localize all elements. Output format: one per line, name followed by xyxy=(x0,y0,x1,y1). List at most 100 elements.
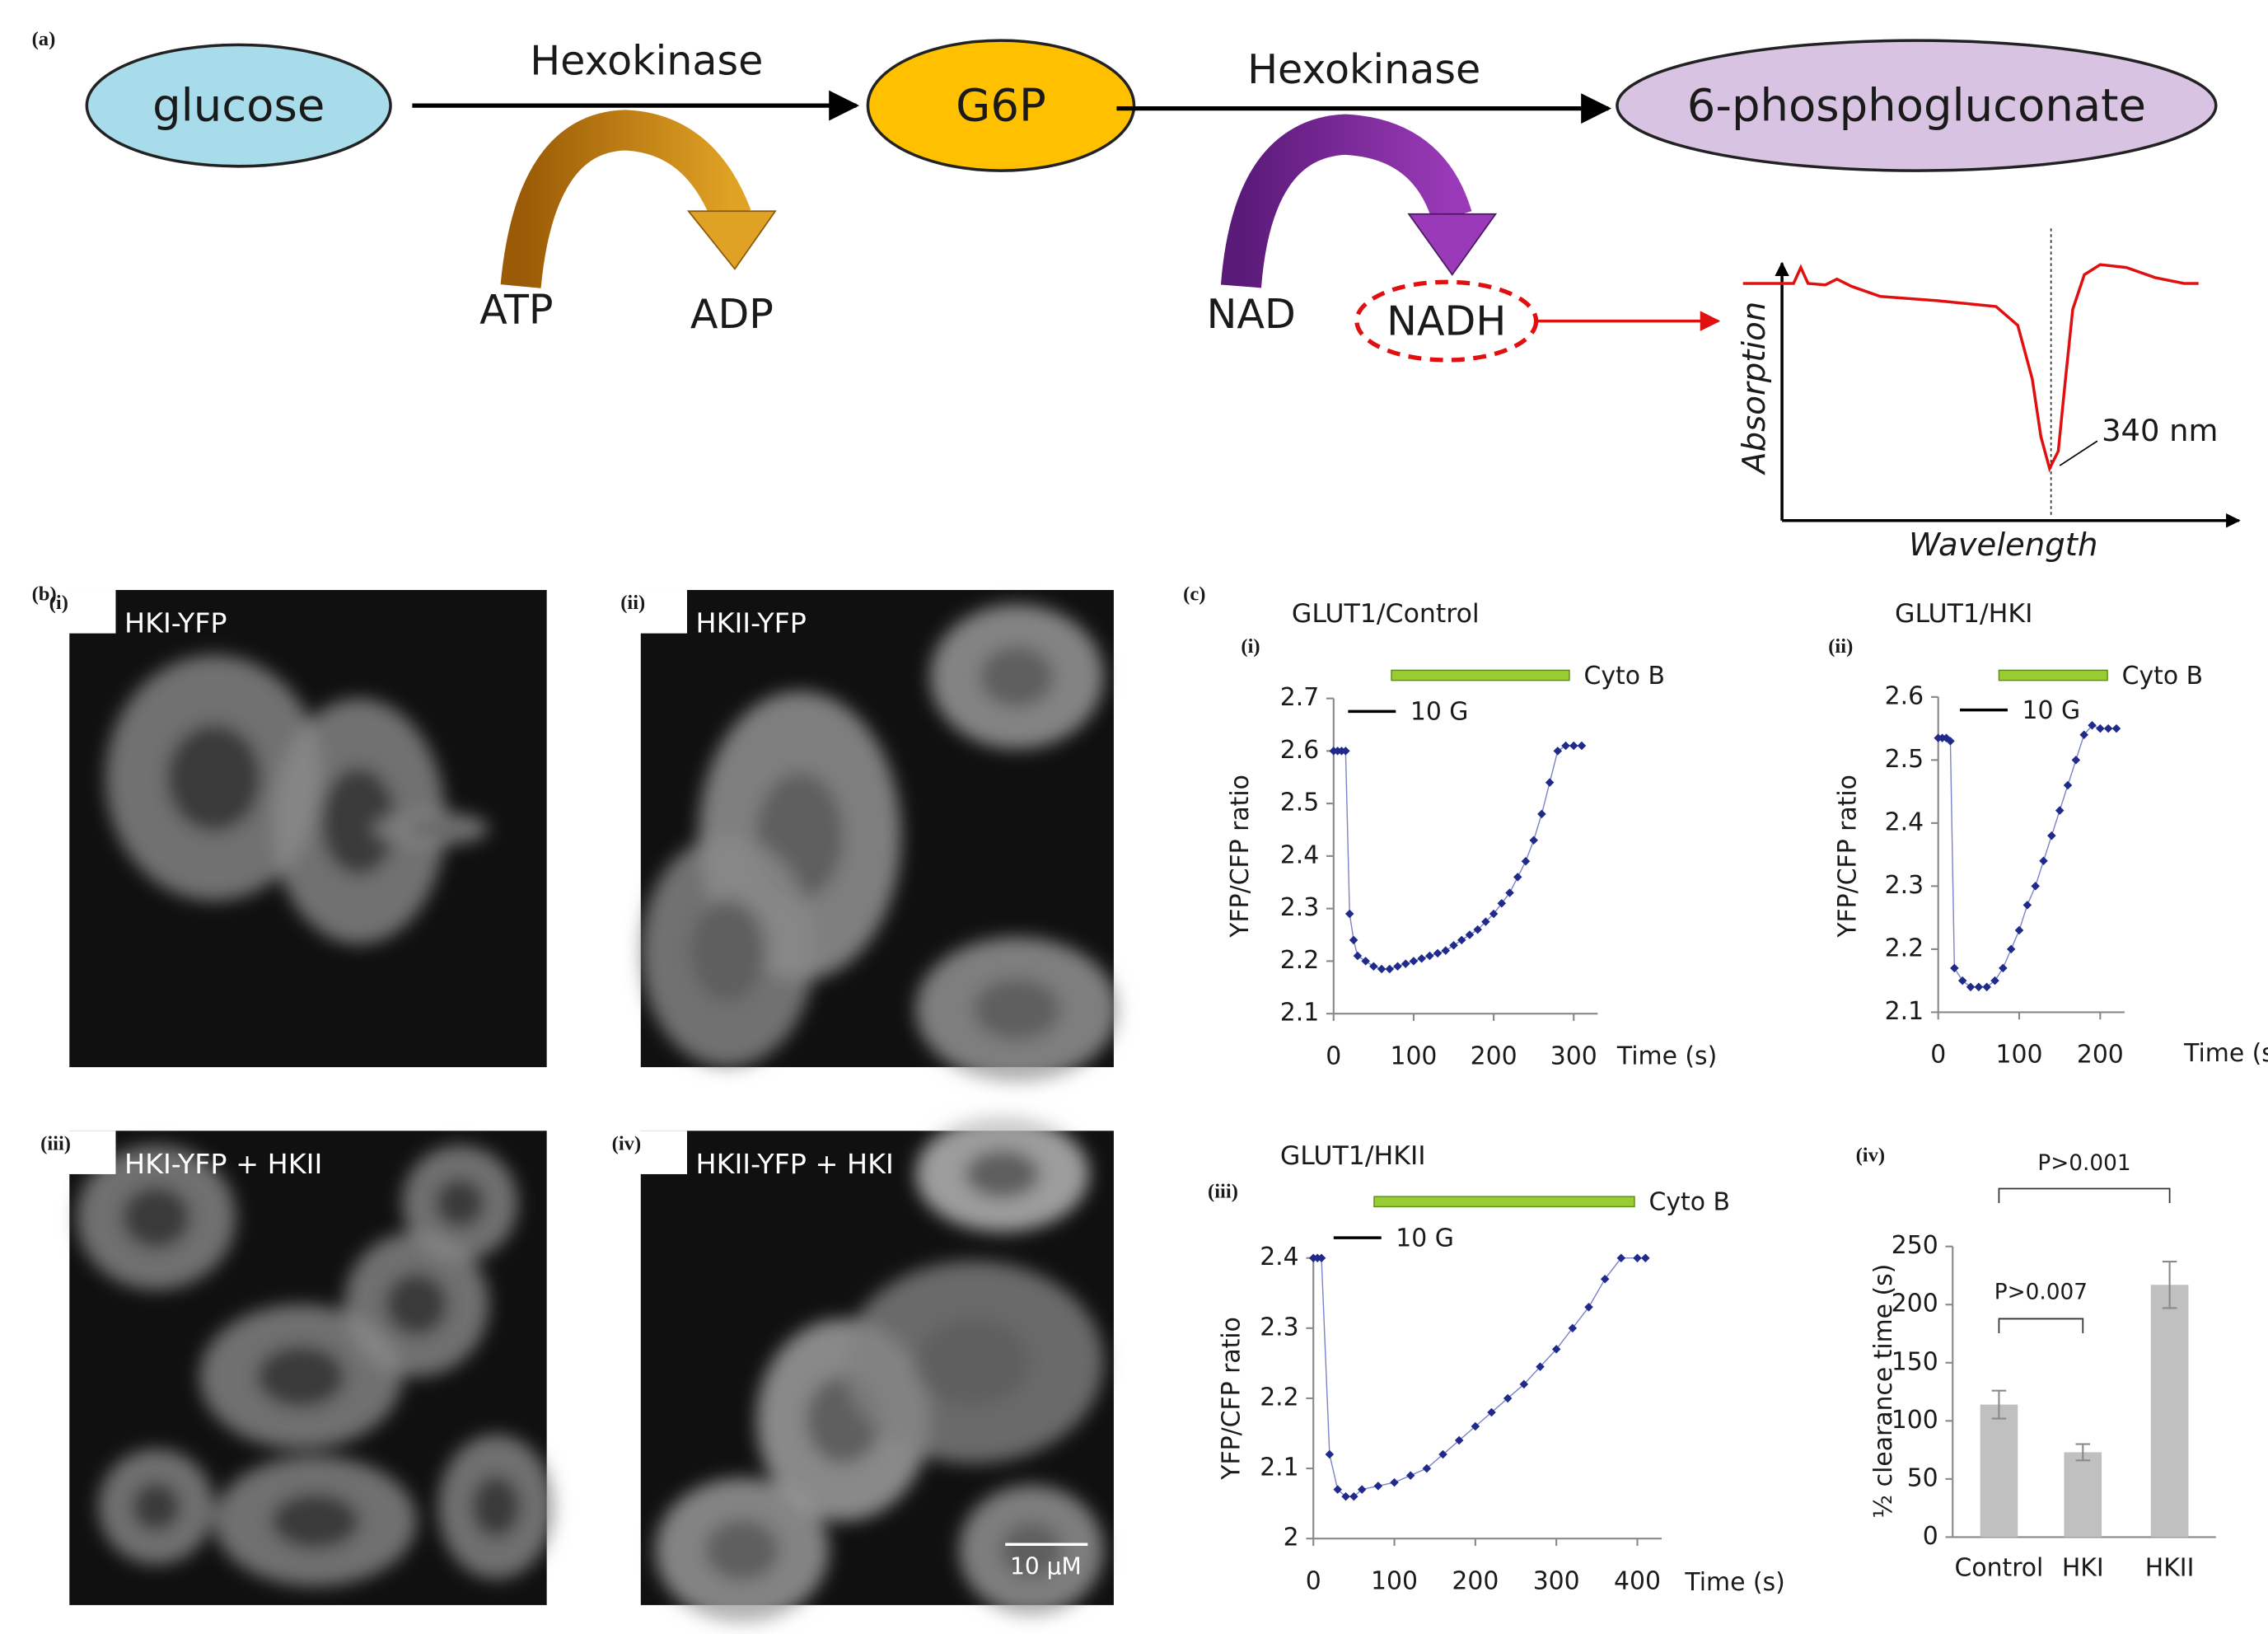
data-point xyxy=(1577,741,1587,751)
y-axis-label: YFP/CFP ratio xyxy=(1217,1317,1246,1481)
nucleus xyxy=(970,976,1063,1042)
data-point xyxy=(2071,756,2081,765)
nucleus xyxy=(130,1480,183,1533)
nucleus xyxy=(998,1520,1064,1580)
cells xyxy=(655,1116,1104,1622)
data-point xyxy=(1409,957,1419,966)
data-point xyxy=(1341,747,1350,756)
y-tick-label: 2.1 xyxy=(1260,1454,1298,1482)
significance-label: P>0.001 xyxy=(2037,1151,2130,1176)
node xyxy=(1616,39,2218,172)
x-tick-label: 100 xyxy=(1390,1042,1437,1070)
image-caption: HKI-YFP + HKII xyxy=(124,1148,322,1180)
annotation: Cyto B xyxy=(2122,662,2203,691)
y-tick-label: 2 xyxy=(1284,1524,1299,1552)
data-point xyxy=(2031,882,2040,891)
node-label: G6P xyxy=(956,79,1046,132)
data-point xyxy=(1600,1275,1610,1284)
data-point xyxy=(1433,948,1443,958)
y-tick-label: 250 xyxy=(1892,1231,1938,1260)
data-point xyxy=(1487,1407,1496,1417)
chart-title: GLUT1/HKI xyxy=(1895,599,2032,629)
data-point xyxy=(1401,959,1410,968)
bar xyxy=(2150,1285,2189,1538)
data-point xyxy=(1950,963,1959,973)
bar xyxy=(2064,1452,2102,1538)
data-point xyxy=(1441,946,1451,955)
y-axis-label: YFP/CFP ratio xyxy=(1833,775,1862,939)
cells xyxy=(105,654,489,944)
image-label: (iii) xyxy=(40,1132,71,1154)
x-tick-label: HKII xyxy=(2145,1554,2195,1583)
data-point xyxy=(1497,899,1507,908)
data-point xyxy=(1417,953,1426,963)
data-point xyxy=(1422,1463,1432,1473)
significance-bracket xyxy=(1998,1318,2084,1333)
y-axis-label: ½ clearance time (s) xyxy=(1869,1264,1898,1519)
data-point xyxy=(2096,723,2105,733)
nucleus xyxy=(320,765,398,877)
y-tick-label: 2.4 xyxy=(1885,808,1924,836)
chart-title: GLUT1/Control xyxy=(1292,599,1480,629)
data-point xyxy=(1537,809,1546,819)
data-point xyxy=(1373,1482,1383,1491)
x-tick-label: 200 xyxy=(1471,1042,1517,1070)
image-label: (iv) xyxy=(612,1132,641,1154)
data-point xyxy=(1553,747,1563,756)
data-point xyxy=(1344,909,1354,919)
image-caption: HKII-YFP xyxy=(696,607,807,639)
image-label: (i) xyxy=(49,592,68,614)
nucleus xyxy=(703,1517,782,1583)
label-box xyxy=(634,589,687,634)
cofactor-arrow xyxy=(1220,114,1472,288)
data-point xyxy=(1974,982,1984,992)
data-point xyxy=(1425,951,1434,961)
data-point xyxy=(2022,901,2032,910)
y-tick-label: 2.6 xyxy=(1280,736,1319,765)
image-caption: HKII-YFP + HKI xyxy=(696,1148,894,1180)
data-point xyxy=(1946,737,1955,746)
y-tick-label: 0 xyxy=(1923,1522,1938,1551)
label-box xyxy=(63,589,116,634)
treatment-bar xyxy=(1998,669,2108,681)
x-tick-label: 0 xyxy=(1326,1042,1341,1070)
data-point xyxy=(1521,856,1531,866)
treatment-bar xyxy=(1391,669,1570,681)
nucleus xyxy=(120,1185,193,1251)
nucleus xyxy=(269,1491,362,1551)
data-point xyxy=(1377,964,1387,974)
y-tick-label: 2.4 xyxy=(1280,840,1319,869)
nucleus xyxy=(688,899,767,1004)
significance-label: P>0.007 xyxy=(1994,1280,2088,1304)
annotation: 10 G xyxy=(2022,696,2081,725)
x-tick-label: 300 xyxy=(1550,1042,1597,1070)
significance-bracket xyxy=(1998,1187,2171,1204)
label-box xyxy=(634,1131,687,1174)
y-tick-label: 2.2 xyxy=(1260,1383,1298,1412)
data-point xyxy=(2111,723,2121,733)
data-point xyxy=(1489,909,1499,919)
annotation: Cyto B xyxy=(1649,1188,1730,1217)
data-point xyxy=(1325,1449,1335,1459)
y-tick-label: 200 xyxy=(1892,1290,1938,1318)
data-point xyxy=(1361,957,1370,966)
data-point xyxy=(1584,1303,1593,1312)
y-tick-label: 2.1 xyxy=(1280,999,1319,1028)
node xyxy=(866,39,1136,172)
data-point xyxy=(1457,935,1466,945)
cofactor-arrowhead xyxy=(1407,213,1498,276)
cells xyxy=(77,1145,554,1587)
data-point xyxy=(1957,976,1967,986)
nucleus xyxy=(963,1148,1042,1201)
data-point xyxy=(2006,944,2016,954)
treatment-bar xyxy=(1373,1196,1635,1208)
x-tick-label: 0 xyxy=(1930,1041,1946,1070)
x-tick-label: 400 xyxy=(1614,1566,1661,1595)
trace-line xyxy=(1313,1257,1646,1497)
data-point xyxy=(1569,741,1578,751)
cofactor-label: ADP xyxy=(690,290,774,338)
label-box xyxy=(63,1131,116,1174)
data-point xyxy=(1369,962,1378,972)
data-point xyxy=(1641,1253,1650,1262)
cofactor-label: NADH xyxy=(1387,297,1506,345)
